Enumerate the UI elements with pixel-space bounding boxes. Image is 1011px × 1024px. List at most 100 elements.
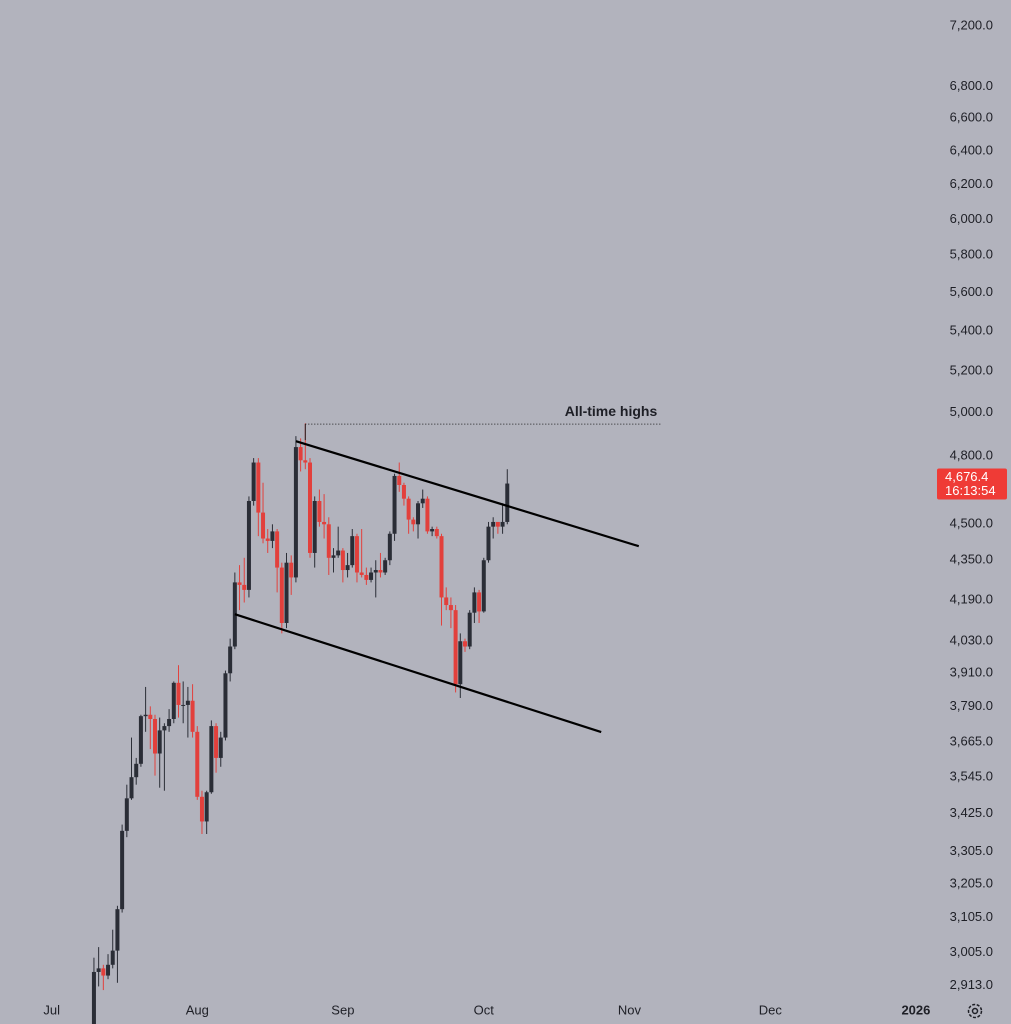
y-tick-label: 7,200.0 — [950, 17, 993, 32]
candle-body — [467, 612, 472, 647]
y-tick-label: 3,790.0 — [950, 698, 993, 713]
candle-body — [486, 526, 491, 561]
candle-body — [401, 484, 406, 499]
candle-body — [275, 531, 280, 568]
candle-body — [124, 798, 129, 831]
y-tick-label: 6,400.0 — [950, 142, 993, 157]
y-tick-label: 5,000.0 — [950, 404, 993, 419]
y-tick-label: 3,425.0 — [950, 805, 993, 820]
candle-body — [181, 704, 186, 706]
candle-body — [458, 641, 463, 685]
trend-line — [234, 613, 602, 734]
candle-body — [91, 971, 96, 1024]
candle-body — [190, 700, 195, 732]
y-tick-label: 5,800.0 — [950, 247, 993, 262]
settings-icon[interactable] — [967, 1003, 983, 1019]
gear — [967, 1003, 983, 1019]
candle-body — [115, 909, 120, 951]
candle-body — [195, 731, 200, 797]
last-price-label: 4,676.4 — [945, 469, 988, 484]
y-tick-label: 4,030.0 — [950, 633, 993, 648]
candle-body — [251, 462, 256, 501]
y-tick-label: 3,910.0 — [950, 665, 993, 680]
candle-body — [345, 565, 350, 571]
candle-body — [308, 462, 312, 553]
ath-label: All-time highs — [565, 403, 658, 419]
candle-body — [129, 777, 134, 799]
candle-body — [430, 529, 435, 532]
candle-body — [199, 796, 204, 822]
candle-body — [463, 641, 467, 647]
candle-body — [350, 536, 355, 566]
candle-body — [209, 726, 214, 793]
x-tick-label: Oct — [474, 1002, 495, 1017]
candle-body — [162, 726, 167, 731]
candle-body — [303, 460, 308, 463]
y-tick-label: 2,913.0 — [950, 977, 993, 992]
candle-body — [453, 610, 458, 685]
x-tick-label: Sep — [331, 1002, 354, 1017]
candle-body — [237, 582, 242, 585]
y-tick-label: 4,190.0 — [950, 591, 993, 606]
candle-body — [185, 700, 190, 705]
candle-body — [392, 475, 397, 534]
candle-body — [481, 560, 486, 612]
candle-body — [312, 500, 317, 553]
candle-body — [373, 570, 378, 573]
candle-body — [491, 521, 496, 527]
candle-body — [110, 950, 115, 965]
candle-body — [406, 498, 411, 520]
y-tick-label: 6,000.0 — [950, 211, 993, 226]
candle-body — [500, 521, 505, 527]
y-tick-label: 5,600.0 — [950, 284, 993, 299]
x-tick-label: Nov — [618, 1002, 642, 1017]
candle-body — [354, 536, 359, 573]
candle-body — [298, 447, 303, 461]
candle-body — [336, 550, 341, 556]
candle-body — [120, 830, 125, 910]
candle-body — [167, 718, 172, 727]
candle-body — [96, 968, 101, 972]
y-tick-label: 6,200.0 — [950, 176, 993, 191]
candle-body — [153, 718, 157, 754]
gear-hub — [971, 1007, 979, 1015]
y-tick-label: 4,500.0 — [950, 516, 993, 531]
y-tick-label: 4,350.0 — [950, 552, 993, 567]
countdown-label: 16:13:54 — [945, 483, 996, 498]
candle-body — [387, 533, 392, 561]
y-tick-label: 4,800.0 — [950, 447, 993, 462]
candle-body — [364, 574, 369, 580]
candle-body — [495, 521, 500, 527]
y-tick-label: 3,665.0 — [950, 733, 993, 748]
candle-body — [420, 498, 425, 504]
y-tick-label: 6,600.0 — [950, 110, 993, 125]
candle-body — [284, 562, 289, 623]
candle-body — [270, 531, 275, 541]
candle-body — [256, 462, 261, 513]
candle-body — [439, 536, 444, 598]
candle-body — [505, 483, 510, 522]
candle-body — [242, 584, 247, 590]
candle-body — [293, 447, 298, 578]
candle-body — [218, 737, 223, 758]
candle-body — [246, 500, 251, 590]
candle-body — [134, 763, 139, 778]
trend-line — [295, 440, 640, 548]
x-tick-label: 2026 — [901, 1002, 930, 1017]
candle-body — [369, 572, 374, 580]
candle-body — [214, 726, 219, 758]
x-tick-label: Aug — [186, 1002, 209, 1017]
y-tick-label: 6,800.0 — [950, 78, 993, 93]
candle-body — [326, 524, 331, 558]
candle-body — [138, 716, 143, 764]
candle-body — [378, 570, 383, 573]
candle-body — [359, 572, 364, 575]
candle-body — [157, 730, 162, 754]
candle-body — [171, 682, 176, 719]
y-tick-label: 3,005.0 — [950, 944, 993, 959]
candle-body — [289, 562, 294, 578]
candle-body — [416, 503, 421, 525]
candle-body — [322, 521, 327, 525]
candle-body — [228, 646, 233, 674]
